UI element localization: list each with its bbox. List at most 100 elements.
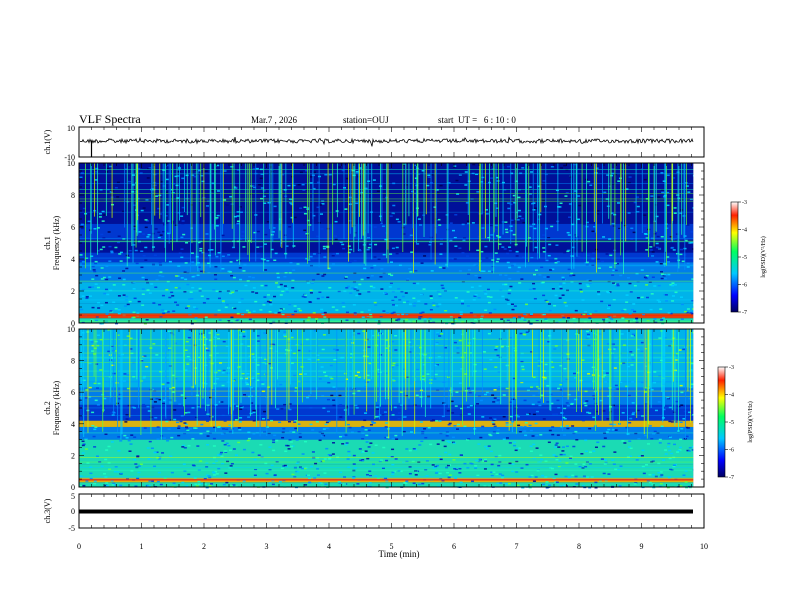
spectral-speckle [144, 278, 148, 281]
spectral-speckle [485, 391, 489, 394]
spectral-speckle [391, 471, 395, 474]
spectral-speckle [387, 456, 391, 458]
spectral-speckle [391, 414, 395, 416]
spectral-speckle [321, 203, 325, 205]
spectral-speckle [390, 274, 394, 277]
spectral-speckle [155, 197, 159, 200]
spectral-speckle [307, 316, 311, 319]
spectral-speckle [221, 234, 225, 237]
spectral-speckle [162, 185, 166, 187]
spectral-speckle [373, 264, 377, 267]
spectral-speckle [109, 289, 113, 292]
spectral-speckle [187, 305, 191, 307]
spectral-speckle [586, 313, 590, 316]
spectral-speckle [388, 286, 392, 288]
spectral-speckle [523, 425, 527, 428]
spectral-speckle [189, 291, 193, 293]
spectral-speckle [650, 195, 654, 197]
spectral-speckle [542, 418, 546, 420]
spectral-speckle [610, 174, 614, 177]
colorbar-tick-label: -4 [742, 228, 747, 234]
spectral-speckle [596, 258, 600, 260]
spectral-speckle [612, 387, 616, 390]
spectral-speckle [268, 310, 272, 313]
spectral-speckle [438, 224, 442, 226]
spectral-speckle [135, 262, 139, 265]
spectral-speckle [404, 318, 408, 321]
spectral-speckle [668, 457, 672, 460]
spectral-speckle [80, 227, 84, 230]
spectral-speckle [146, 236, 150, 238]
spectral-speckle [325, 447, 329, 450]
spectral-speckle [452, 442, 456, 444]
spectral-speckle [295, 462, 299, 464]
spectral-speckle [466, 255, 470, 257]
spectral-speckle [558, 285, 562, 288]
spectral-speckle [283, 234, 287, 236]
spectral-speckle [519, 332, 523, 335]
spectral-speckle [565, 378, 569, 381]
spectral-speckle [292, 184, 296, 187]
spectral-speckle [544, 173, 548, 176]
spectral-speckle [571, 474, 575, 477]
spectral-speckle [280, 407, 284, 410]
spectral-speckle [115, 322, 119, 325]
spectral-speckle [492, 401, 496, 403]
spectral-speckle [294, 191, 298, 193]
spectral-speckle [580, 453, 584, 455]
spectral-speckle [471, 389, 475, 392]
spectral-speckle [282, 427, 286, 430]
spectral-speckle [319, 216, 323, 218]
spectral-speckle [177, 434, 181, 437]
spectral-speckle [249, 412, 253, 415]
spectral-speckle [309, 176, 313, 178]
spectral-speckle [353, 467, 357, 469]
spectral-speckle [329, 364, 333, 367]
spectral-speckle [504, 228, 508, 231]
spectral-speckle [164, 215, 168, 217]
spectral-speckle [166, 280, 170, 283]
spectral-speckle [133, 458, 137, 461]
spectral-speckle [588, 427, 592, 430]
spectral-speckle [349, 248, 353, 251]
spectral-speckle [358, 293, 362, 295]
spectral-speckle [107, 182, 111, 184]
spectral-speckle [306, 207, 310, 209]
spectral-speckle [172, 482, 176, 485]
spectral-speckle [151, 480, 155, 482]
spectral-speckle [346, 285, 350, 288]
spectral-speckle [323, 458, 327, 460]
spectral-speckle [594, 402, 598, 405]
spectral-speckle [421, 214, 425, 216]
colorbar-tick-label: -6 [742, 283, 747, 289]
spectral-speckle [152, 343, 156, 345]
spectral-speckle [578, 282, 582, 285]
spectral-speckle [98, 216, 102, 218]
spectral-speckle [237, 366, 241, 368]
spectral-speckle [477, 176, 481, 178]
spectral-speckle [630, 354, 634, 356]
spectral-speckle [404, 394, 408, 397]
spectral-speckle [390, 213, 394, 216]
spectral-speckle [198, 356, 202, 359]
spectral-speckle [156, 426, 160, 428]
spectral-speckle [221, 462, 225, 465]
spectral-speckle [521, 167, 525, 169]
spectral-speckle [113, 470, 117, 473]
spectral-speckle [104, 458, 108, 461]
spectral-speckle [235, 186, 239, 188]
spectral-speckle [168, 260, 172, 263]
spectral-band [79, 464, 694, 478]
spectral-speckle [145, 199, 149, 201]
spectral-speckle [550, 225, 554, 228]
spectral-speckle [553, 348, 557, 350]
spectral-speckle [128, 300, 132, 303]
spectral-speckle [662, 180, 666, 182]
spectral-speckle [604, 459, 608, 461]
spectral-speckle [174, 175, 178, 178]
spectral-speckle [272, 449, 276, 452]
spectral-speckle [111, 345, 115, 348]
spectral-speckle [445, 435, 449, 437]
spectral-speckle [658, 337, 662, 339]
spectral-speckle [672, 249, 676, 251]
